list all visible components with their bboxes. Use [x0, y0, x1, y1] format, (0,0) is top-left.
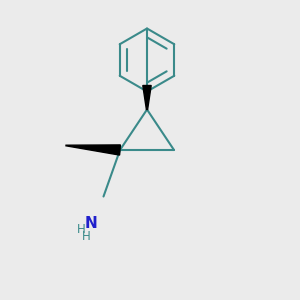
Polygon shape	[66, 145, 120, 155]
Polygon shape	[143, 85, 151, 109]
Text: N: N	[85, 216, 98, 231]
Text: H: H	[76, 223, 85, 236]
Text: H: H	[82, 230, 91, 244]
